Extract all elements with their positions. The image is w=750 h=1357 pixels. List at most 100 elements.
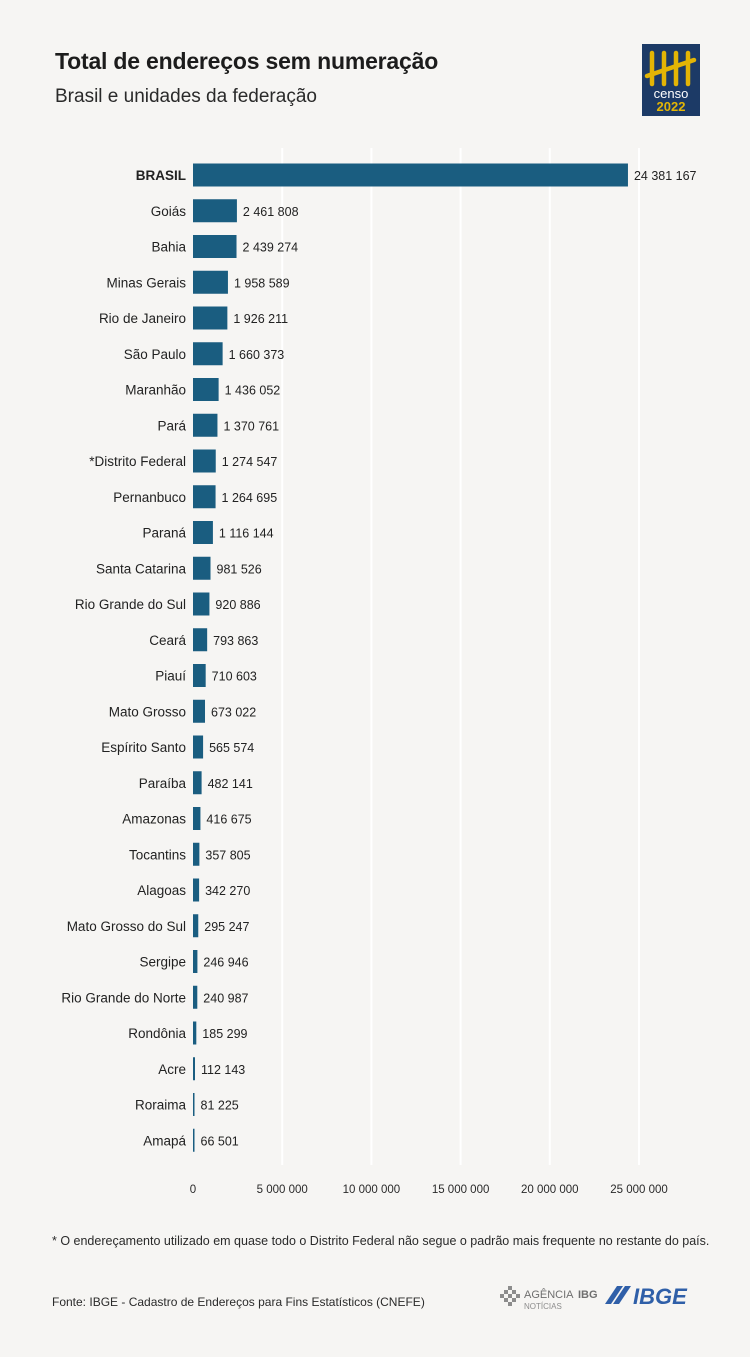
value-label: 357 805 — [205, 848, 250, 862]
value-label: 1 274 547 — [222, 455, 278, 469]
category-label: *Distrito Federal — [89, 454, 186, 469]
x-tick-label: 20 000 000 — [521, 1184, 579, 1196]
value-label: 1 264 695 — [222, 491, 278, 505]
bar — [193, 306, 228, 330]
bar — [193, 842, 200, 866]
bar — [193, 807, 201, 830]
bar — [193, 914, 199, 938]
value-label: 185 299 — [202, 1027, 247, 1041]
bar — [193, 521, 213, 544]
agencia-tagline: NOTÍCIAS — [524, 1302, 562, 1311]
chart-title: Total de endereços sem numeração — [55, 48, 439, 74]
category-label: Tocantins — [129, 847, 186, 862]
category-label: Pernanbuco — [113, 490, 186, 505]
category-label: Alagoas — [137, 883, 186, 898]
x-axis-tick-labels: 0 5 000 000 10 000 000 15 000 000 20 000 000… — [190, 1184, 668, 1196]
category-label: Rio de Janeiro — [99, 311, 186, 326]
category-label: Roraima — [135, 1098, 187, 1113]
ibge-stripes-icon — [605, 1286, 631, 1304]
category-label: Ceará — [149, 633, 186, 648]
censo-logo-line2: 2022 — [657, 99, 686, 114]
value-label: 295 247 — [204, 920, 249, 934]
bar — [193, 270, 228, 294]
svg-text:AGÊNCIA IBGE: AGÊNCIA IBGE — [524, 1288, 598, 1301]
value-labels: 24 381 167 2 461 808 2 439 274 1 958 589 1 9… — [201, 169, 697, 1148]
value-label: 24 381 167 — [634, 169, 697, 183]
bar — [193, 378, 219, 401]
x-tick-label: 10 000 000 — [343, 1184, 401, 1196]
category-labels: BRASIL Goiás Bahia Minas Gerais Rio de Janei… — [61, 168, 186, 1148]
value-label: 981 526 — [217, 562, 262, 576]
bar — [193, 950, 198, 973]
bar — [193, 878, 200, 902]
category-label: Rio Grande do Norte — [61, 990, 186, 1005]
value-label: 2 461 808 — [243, 205, 299, 219]
value-label: 342 270 — [205, 884, 250, 898]
category-label: Paraná — [142, 526, 186, 541]
value-label: 1 370 761 — [223, 419, 279, 433]
chart-subtitle: Brasil e unidades da federação — [55, 86, 317, 107]
ibge-logo-text: IBGE — [633, 1284, 688, 1309]
bar — [193, 342, 223, 366]
bar — [193, 199, 237, 223]
category-label: Espírito Santo — [101, 740, 186, 755]
category-label: Rondônia — [128, 1026, 186, 1041]
value-label: 2 439 274 — [243, 241, 299, 255]
category-label: Amapá — [143, 1133, 186, 1148]
bar-chart: BRASIL Goiás Bahia Minas Gerais Rio de Janei… — [61, 148, 697, 1196]
value-label: 1 116 144 — [219, 527, 274, 541]
bars — [193, 163, 628, 1152]
category-label: Acre — [158, 1062, 186, 1077]
x-tick-label: 5 000 000 — [257, 1184, 308, 1196]
censo-2022-logo: censo 2022 — [642, 44, 700, 116]
category-label: Mato Grosso do Sul — [67, 919, 186, 934]
bar — [193, 985, 198, 1009]
tally-marks-icon — [644, 50, 697, 87]
bar — [193, 485, 216, 509]
bar — [193, 628, 208, 652]
bar — [193, 735, 204, 759]
bar — [193, 556, 211, 580]
category-label: Piauí — [155, 669, 186, 684]
value-label: 673 022 — [211, 705, 256, 719]
value-label: 240 987 — [203, 991, 248, 1005]
value-label: 66 501 — [201, 1134, 239, 1148]
bar — [193, 1128, 195, 1152]
category-label: Amazonas — [122, 812, 186, 827]
category-label: Sergipe — [139, 955, 186, 970]
value-label: 1 436 052 — [225, 384, 281, 398]
value-label: 416 675 — [206, 813, 251, 827]
category-label: Minas Gerais — [106, 275, 186, 290]
category-label: Pará — [157, 418, 186, 433]
bar — [193, 592, 210, 616]
x-tick-label: 15 000 000 — [432, 1184, 490, 1196]
grid-lines — [281, 148, 640, 1165]
value-label: 920 886 — [215, 598, 260, 612]
category-label: Rio Grande do Sul — [75, 597, 186, 612]
value-label: 1 958 589 — [234, 276, 290, 290]
value-label: 246 946 — [203, 956, 248, 970]
source-note: Fonte: IBGE - Cadastro de Endereços para… — [52, 1295, 425, 1309]
category-label: Bahia — [151, 240, 186, 255]
bar — [193, 1093, 195, 1116]
category-label: Santa Catarina — [96, 561, 187, 576]
category-label: São Paulo — [124, 347, 186, 362]
censo-logo-line1: censo — [654, 86, 689, 101]
agencia-name-suffix: IBGE — [578, 1289, 598, 1301]
category-label: Paraíba — [139, 776, 187, 791]
bar — [193, 235, 237, 258]
bar — [193, 771, 202, 795]
x-tick-label: 25 000 000 — [610, 1184, 668, 1196]
bar — [193, 1057, 196, 1081]
x-tick-label: 0 — [190, 1184, 196, 1196]
category-label: BRASIL — [136, 168, 186, 183]
bar — [193, 664, 206, 687]
value-label: 710 603 — [212, 670, 257, 684]
category-label: Mato Grosso — [109, 704, 186, 719]
value-label: 565 574 — [209, 741, 254, 755]
bar — [193, 1021, 197, 1045]
value-label: 112 143 — [201, 1063, 245, 1077]
value-label: 1 926 211 — [233, 312, 288, 326]
ibge-logo: IBGE — [605, 1284, 688, 1309]
agencia-map-icon — [500, 1286, 520, 1306]
